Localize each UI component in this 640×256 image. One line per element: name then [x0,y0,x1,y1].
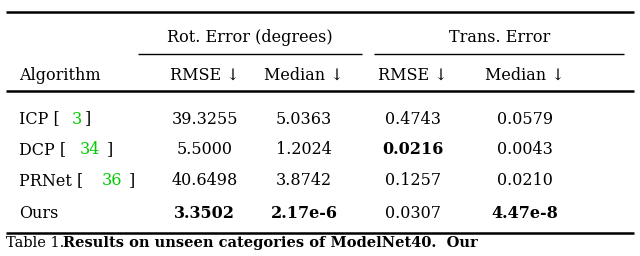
Text: Rot. Error (degrees): Rot. Error (degrees) [167,29,332,46]
Text: 40.6498: 40.6498 [172,172,238,189]
Text: Trans. Error: Trans. Error [449,29,550,46]
Text: Table 1.: Table 1. [6,236,65,250]
Text: 39.3255: 39.3255 [172,111,238,127]
Text: 0.0210: 0.0210 [497,172,553,189]
Text: ICP [: ICP [ [19,111,60,127]
Text: 3.8742: 3.8742 [276,172,332,189]
Text: ]: ] [129,172,135,189]
Text: 0.0579: 0.0579 [497,111,553,127]
Text: 34: 34 [80,141,100,158]
Text: 0.1257: 0.1257 [385,172,441,189]
Text: RMSE ↓: RMSE ↓ [170,67,239,84]
Text: RMSE ↓: RMSE ↓ [378,67,447,84]
Text: Algorithm: Algorithm [19,67,101,84]
Text: 0.0216: 0.0216 [382,141,444,158]
Text: 0.0307: 0.0307 [385,205,441,222]
Text: 0.4743: 0.4743 [385,111,441,127]
Text: 0.0043: 0.0043 [497,141,553,158]
Text: 2.17e-6: 2.17e-6 [271,205,337,222]
Text: DCP [: DCP [ [19,141,67,158]
Text: Ours: Ours [19,205,59,222]
Text: Results on unseen categories of ModelNet40.  Our: Results on unseen categories of ModelNet… [63,236,477,250]
Text: 3.3502: 3.3502 [174,205,236,222]
Text: Median ↓: Median ↓ [485,67,564,84]
Text: 3: 3 [72,111,82,127]
Text: ]: ] [106,141,113,158]
Text: 1.2024: 1.2024 [276,141,332,158]
Text: ]: ] [85,111,92,127]
Text: 5.0363: 5.0363 [276,111,332,127]
Text: 4.47e-8: 4.47e-8 [492,205,558,222]
Text: Median ↓: Median ↓ [264,67,344,84]
Text: 5.5000: 5.5000 [177,141,233,158]
Text: 36: 36 [102,172,123,189]
Text: PRNet [: PRNet [ [19,172,83,189]
